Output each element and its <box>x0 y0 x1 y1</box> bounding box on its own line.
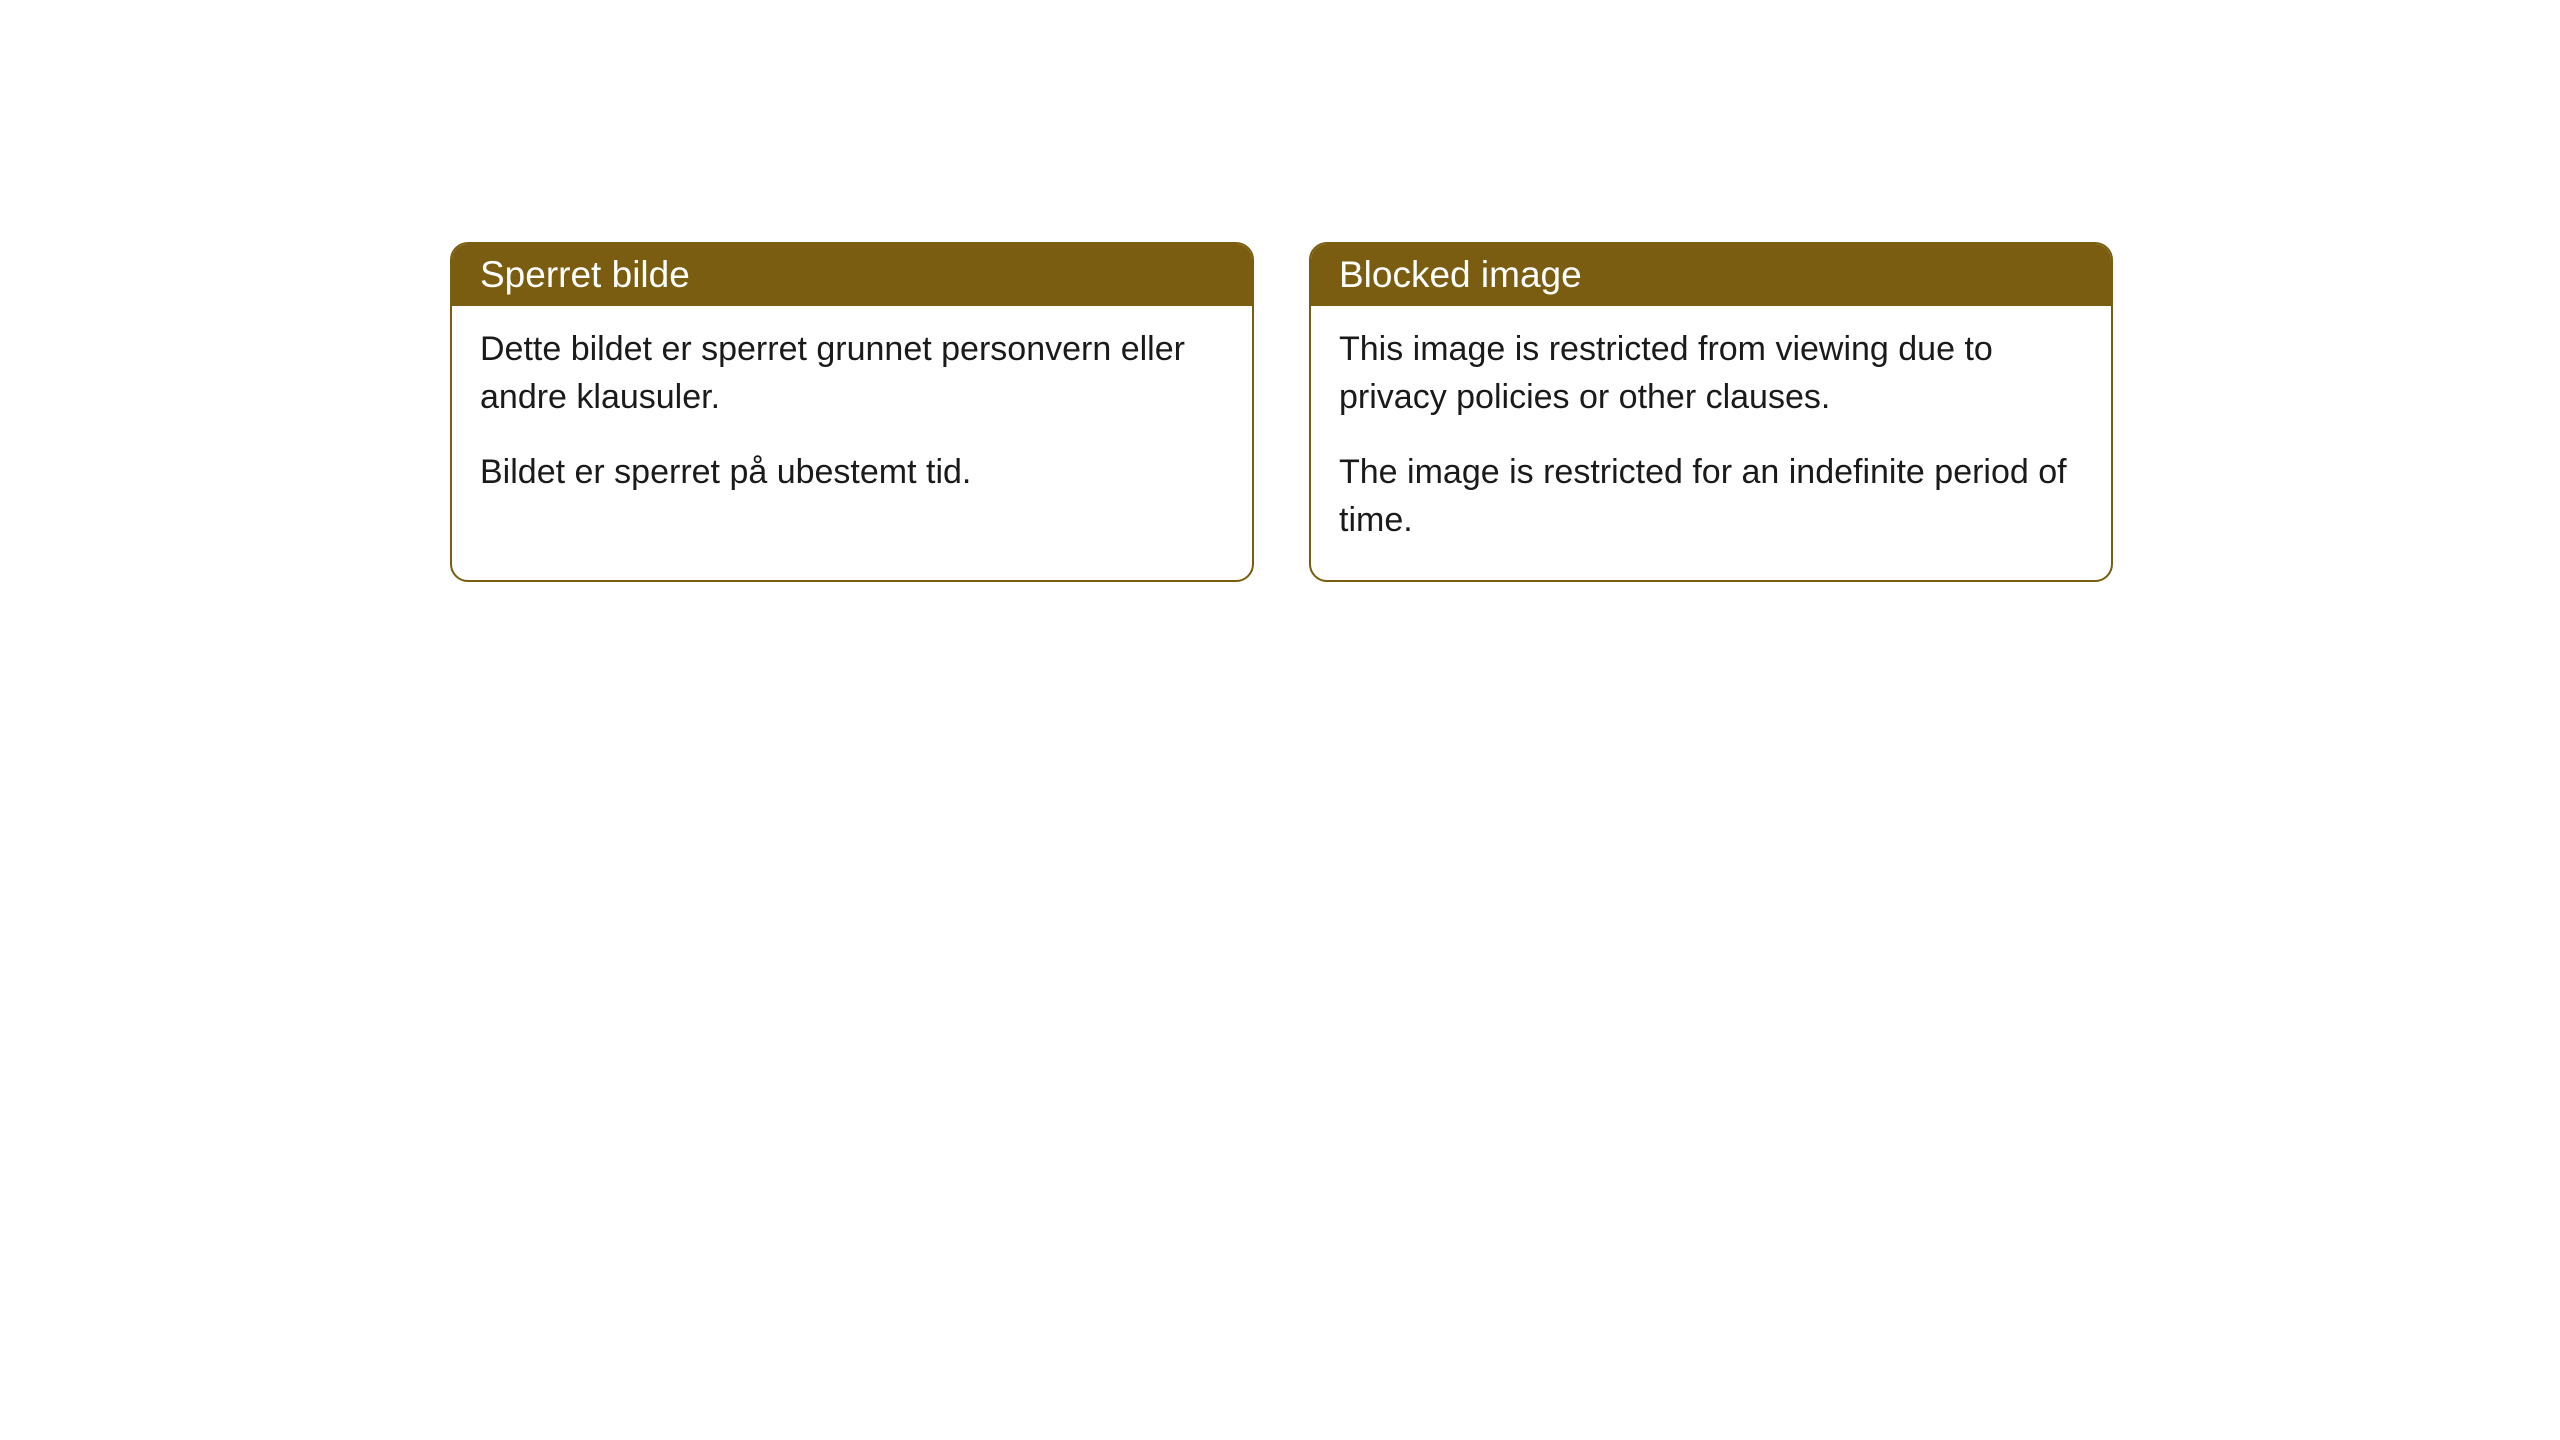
notice-box-english: Blocked image This image is restricted f… <box>1309 242 2113 582</box>
notice-container: Sperret bilde Dette bildet er sperret gr… <box>0 0 2560 582</box>
notice-paragraph: The image is restricted for an indefinit… <box>1339 449 2083 544</box>
notice-paragraph: Bildet er sperret på ubestemt tid. <box>480 449 1224 497</box>
notice-paragraph: Dette bildet er sperret grunnet personve… <box>480 326 1224 421</box>
notice-body: Dette bildet er sperret grunnet personve… <box>452 306 1252 533</box>
notice-header: Sperret bilde <box>452 244 1252 306</box>
notice-paragraph: This image is restricted from viewing du… <box>1339 326 2083 421</box>
notice-header: Blocked image <box>1311 244 2111 306</box>
notice-body: This image is restricted from viewing du… <box>1311 306 2111 580</box>
notice-box-norwegian: Sperret bilde Dette bildet er sperret gr… <box>450 242 1254 582</box>
